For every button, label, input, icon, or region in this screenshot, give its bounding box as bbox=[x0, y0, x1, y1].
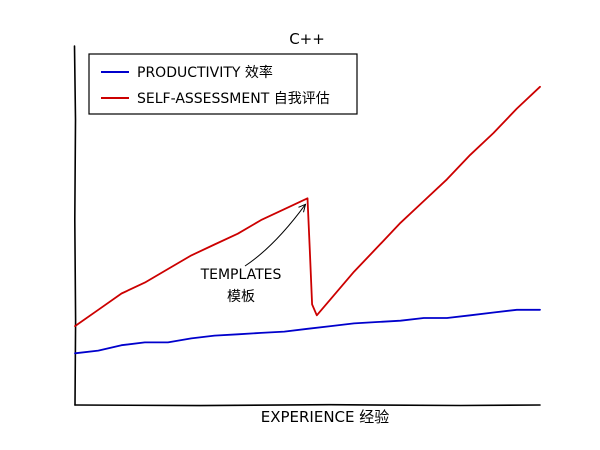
series-line-self-assessment bbox=[74, 85, 541, 327]
x-axis bbox=[74, 403, 541, 407]
annotation-text-zh: 模板 bbox=[227, 289, 255, 305]
y-axis bbox=[73, 45, 77, 406]
legend-box bbox=[88, 53, 358, 115]
annotation-arrow-head bbox=[298, 203, 307, 213]
legend: PRODUCTIVITY 效率 SELF-ASSESSMENT 自我评估 bbox=[88, 53, 358, 115]
axes bbox=[73, 45, 541, 407]
legend-label-productivity: PRODUCTIVITY 效率 bbox=[137, 64, 273, 81]
annotation-arrow-line bbox=[244, 204, 306, 267]
chart-title: C++ bbox=[289, 30, 325, 48]
series-line-productivity bbox=[74, 308, 541, 355]
legend-label-self-assessment: SELF-ASSESSMENT 自我评估 bbox=[137, 91, 330, 107]
x-axis-label: EXPERIENCE 经验 bbox=[261, 408, 390, 426]
annotation-text-en: TEMPLATES bbox=[200, 267, 282, 283]
series-layer bbox=[74, 85, 541, 355]
annotation-templates: TEMPLATES 模板 bbox=[200, 203, 307, 305]
